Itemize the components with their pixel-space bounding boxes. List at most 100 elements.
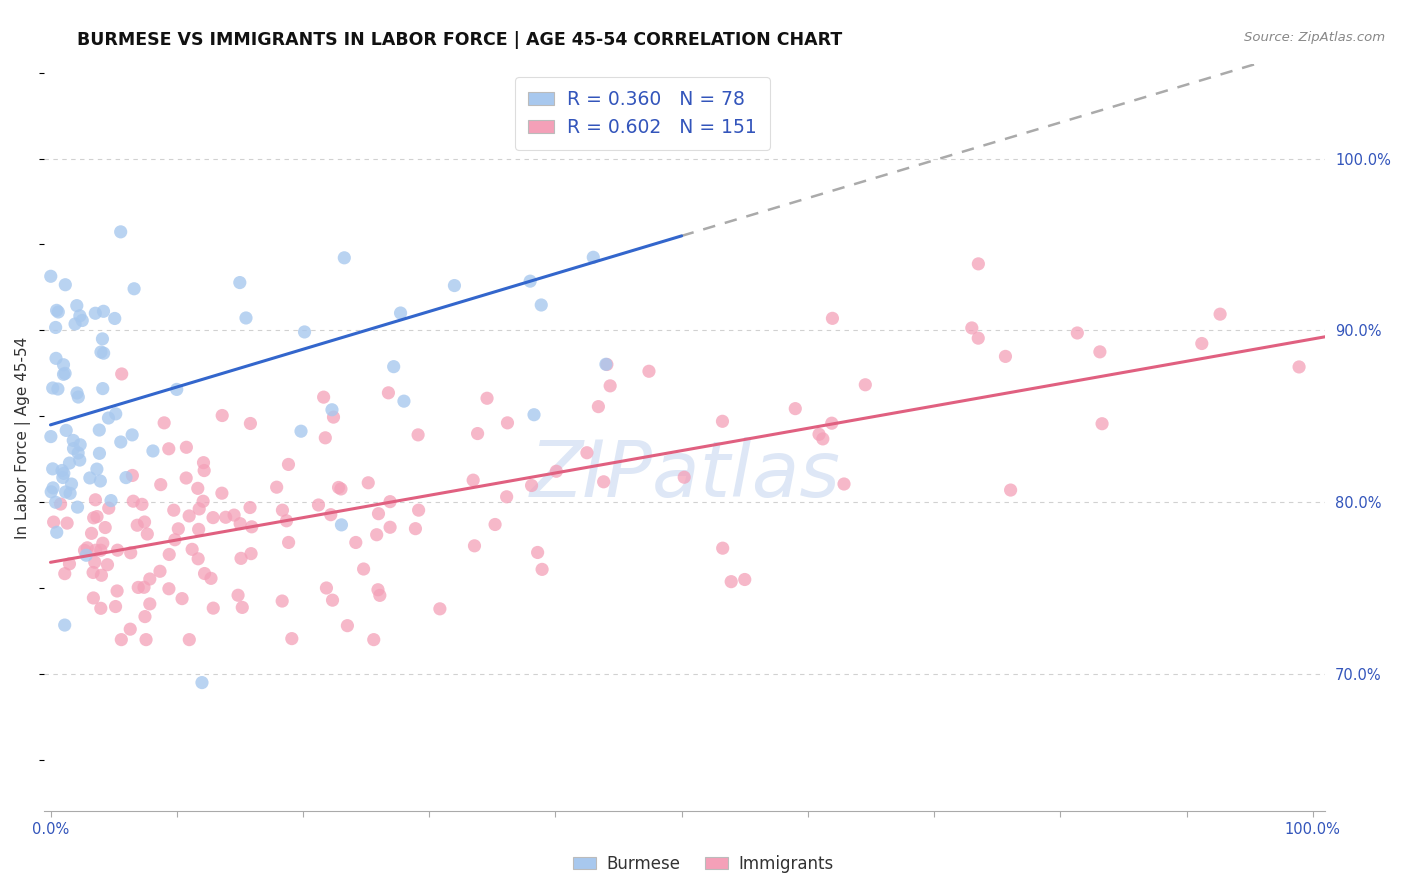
Immigrants xyxy=(226,588,249,602)
Immigrants xyxy=(734,573,756,587)
Immigrants xyxy=(120,546,142,560)
Burmese xyxy=(69,438,91,452)
Burmese xyxy=(52,368,75,382)
Burmese xyxy=(53,618,76,632)
Immigrants xyxy=(575,446,598,460)
Immigrants xyxy=(80,526,103,541)
Immigrants xyxy=(202,601,225,615)
Burmese xyxy=(45,525,67,540)
Text: BURMESE VS IMMIGRANTS IN LABOR FORCE | AGE 45-54 CORRELATION CHART: BURMESE VS IMMIGRANTS IN LABOR FORCE | A… xyxy=(77,31,842,49)
Immigrants xyxy=(967,331,990,345)
Immigrants xyxy=(592,475,614,489)
Burmese xyxy=(443,278,465,293)
Burmese xyxy=(333,251,356,265)
Immigrants xyxy=(56,516,79,530)
Immigrants xyxy=(132,580,155,594)
Immigrants xyxy=(84,492,107,507)
Burmese xyxy=(66,386,89,401)
Immigrants xyxy=(520,478,543,492)
Burmese xyxy=(53,277,76,292)
Burmese xyxy=(142,444,165,458)
Immigrants xyxy=(179,632,201,647)
Immigrants xyxy=(638,364,661,378)
Burmese xyxy=(75,548,97,562)
Burmese xyxy=(39,484,62,499)
Immigrants xyxy=(673,470,696,484)
Immigrants xyxy=(240,547,263,561)
Immigrants xyxy=(83,555,105,569)
Burmese xyxy=(97,411,120,425)
Immigrants xyxy=(821,416,844,430)
Immigrants xyxy=(73,543,96,558)
Burmese xyxy=(62,442,84,456)
Immigrants xyxy=(174,471,197,485)
Immigrants xyxy=(83,511,105,525)
Burmese xyxy=(91,332,114,346)
Burmese xyxy=(70,313,93,327)
Immigrants xyxy=(84,543,107,558)
Immigrants xyxy=(187,551,209,566)
Immigrants xyxy=(105,584,128,599)
Burmese xyxy=(67,390,90,404)
Immigrants xyxy=(475,391,498,405)
Immigrants xyxy=(167,522,190,536)
Immigrants xyxy=(111,367,134,381)
Immigrants xyxy=(82,566,104,580)
Immigrants xyxy=(368,588,391,602)
Immigrants xyxy=(202,510,225,524)
Immigrants xyxy=(53,566,76,581)
Immigrants xyxy=(408,503,430,517)
Immigrants xyxy=(1000,483,1022,497)
Burmese xyxy=(66,500,89,515)
Immigrants xyxy=(94,520,117,534)
Immigrants xyxy=(90,543,112,558)
Burmese xyxy=(321,402,343,417)
Immigrants xyxy=(312,390,335,404)
Immigrants xyxy=(176,440,198,454)
Immigrants xyxy=(153,416,176,430)
Immigrants xyxy=(496,416,519,430)
Burmese xyxy=(519,274,541,288)
Burmese xyxy=(100,493,122,508)
Burmese xyxy=(41,381,63,395)
Immigrants xyxy=(960,321,983,335)
Immigrants xyxy=(120,622,142,636)
Burmese xyxy=(290,424,312,438)
Immigrants xyxy=(378,520,401,534)
Immigrants xyxy=(82,591,104,605)
Immigrants xyxy=(336,618,359,632)
Immigrants xyxy=(277,458,299,472)
Immigrants xyxy=(853,377,876,392)
Immigrants xyxy=(378,494,401,508)
Burmese xyxy=(595,357,617,371)
Burmese xyxy=(52,470,75,484)
Immigrants xyxy=(308,498,330,512)
Burmese xyxy=(45,303,67,318)
Immigrants xyxy=(200,571,222,585)
Immigrants xyxy=(181,542,204,557)
Immigrants xyxy=(406,428,429,442)
Immigrants xyxy=(134,609,156,624)
Burmese xyxy=(55,485,77,500)
Immigrants xyxy=(97,501,120,516)
Immigrants xyxy=(127,581,149,595)
Burmese xyxy=(115,470,138,484)
Immigrants xyxy=(188,502,211,516)
Immigrants xyxy=(366,527,388,541)
Immigrants xyxy=(546,464,568,478)
Immigrants xyxy=(344,535,367,549)
Immigrants xyxy=(329,482,352,496)
Immigrants xyxy=(596,358,619,372)
Immigrants xyxy=(357,475,380,490)
Burmese xyxy=(121,428,143,442)
Immigrants xyxy=(315,581,337,595)
Text: ZIPatlas: ZIPatlas xyxy=(530,437,841,513)
Immigrants xyxy=(1288,359,1310,374)
Immigrants xyxy=(404,522,426,536)
Immigrants xyxy=(163,503,186,517)
Burmese xyxy=(45,320,67,334)
Immigrants xyxy=(1091,417,1114,431)
Burmese xyxy=(69,453,91,467)
Burmese xyxy=(51,463,73,477)
Burmese xyxy=(89,474,111,488)
